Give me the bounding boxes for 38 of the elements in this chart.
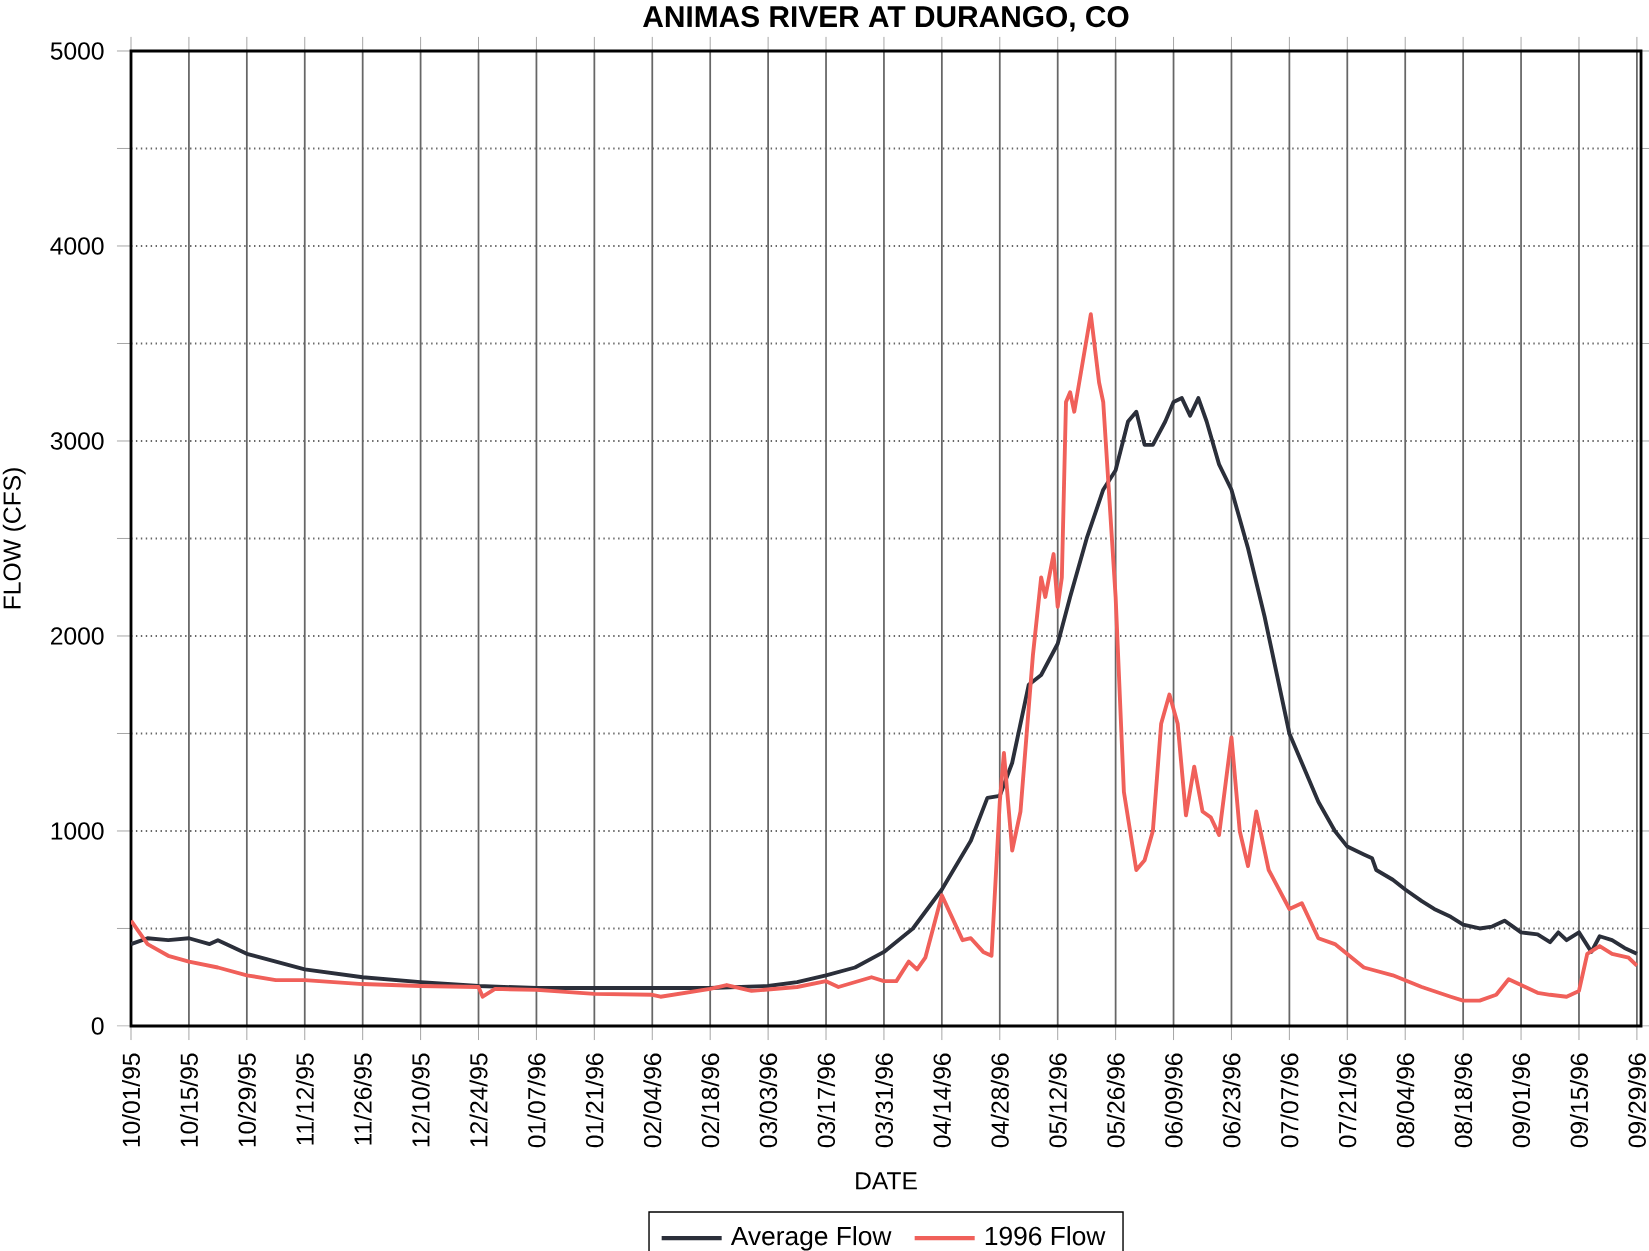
x-tick-label: 02/18/96 bbox=[701, 1053, 720, 1148]
x-tick-label: 10/01/95 bbox=[122, 1053, 141, 1147]
x-tick-label: 01/07/96 bbox=[527, 1053, 546, 1148]
x-tick-label: 12/24/95 bbox=[469, 1053, 488, 1147]
y-tick-label: 0 bbox=[91, 1017, 104, 1035]
x-tick-label: 07/07/96 bbox=[1280, 1053, 1299, 1148]
x-tick-label: 06/09/96 bbox=[1164, 1053, 1183, 1148]
x-tick-label: 08/04/96 bbox=[1396, 1053, 1415, 1148]
chart-title: ANIMAS RIVER AT DURANGO, CO bbox=[643, 6, 1129, 32]
y-tick-label: 4000 bbox=[50, 237, 104, 255]
x-tick-label: 06/23/96 bbox=[1222, 1053, 1241, 1148]
x-tick-label: 09/29/96 bbox=[1627, 1053, 1646, 1148]
x-tick-label: 04/28/96 bbox=[990, 1053, 1009, 1148]
x-tick-label: 10/15/95 bbox=[179, 1053, 198, 1147]
y-tick-label: 1000 bbox=[51, 822, 104, 840]
x-tick-label: 03/31/96 bbox=[874, 1053, 893, 1148]
y-tick-label: 3000 bbox=[50, 432, 104, 450]
x-tick-label: 01/21/96 bbox=[585, 1053, 604, 1148]
x-tick-label: 03/03/96 bbox=[759, 1053, 778, 1148]
x-tick-label: 04/14/96 bbox=[932, 1053, 951, 1148]
x-tick-label: 11/26/95 bbox=[353, 1053, 372, 1145]
x-tick-label: 02/04/96 bbox=[643, 1053, 662, 1148]
x-tick-label: 09/15/96 bbox=[1569, 1053, 1588, 1148]
legend-label: 1996 Flow bbox=[985, 1226, 1106, 1246]
x-tick-label: 05/26/96 bbox=[1106, 1053, 1125, 1148]
x-tick-label: 05/12/96 bbox=[1048, 1053, 1067, 1148]
x-tick-label: 09/01/96 bbox=[1512, 1053, 1531, 1148]
x-tick-label: 08/18/96 bbox=[1454, 1053, 1473, 1148]
y-axis-title: FLOW (CFS) bbox=[2, 468, 26, 609]
x-tick-label: 12/10/95 bbox=[411, 1053, 430, 1147]
x-tick-label: 07/21/96 bbox=[1338, 1053, 1357, 1148]
x-tick-label: 11/12/95 bbox=[295, 1053, 314, 1145]
x-axis-title: DATE bbox=[856, 1172, 917, 1190]
x-tick-label: 03/17/96 bbox=[817, 1053, 836, 1148]
x-tick-label: 10/29/95 bbox=[237, 1053, 256, 1147]
y-tick-label: 2000 bbox=[51, 627, 104, 645]
legend-label: Average Flow bbox=[730, 1226, 892, 1251]
y-tick-label: 5000 bbox=[50, 42, 104, 60]
